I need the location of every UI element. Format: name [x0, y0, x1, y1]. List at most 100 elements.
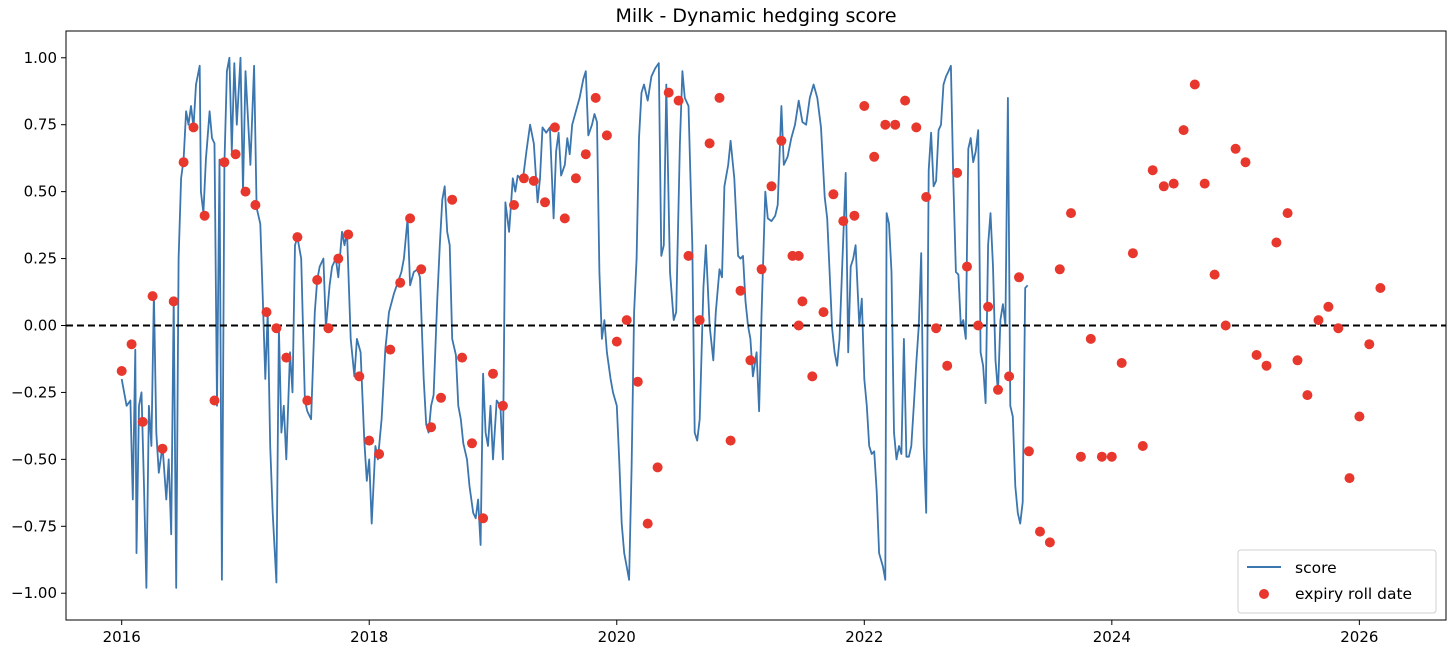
legend-box [1237, 549, 1437, 614]
expiry-roll-date-point [694, 315, 705, 326]
expiry-roll-date-point [828, 189, 839, 200]
expiry-roll-date-point [1178, 125, 1189, 136]
expiry-roll-date-point [663, 87, 674, 98]
expiry-roll-date-point [714, 92, 725, 103]
expiry-roll-date-point [683, 250, 694, 261]
expiry-roll-date-point [1302, 390, 1313, 401]
expiry-roll-date-point [1014, 272, 1024, 283]
y-tick-label: 0.50 [24, 183, 57, 201]
expiry-roll-date-point [1251, 350, 1262, 360]
expiry-roll-date-point [168, 296, 179, 307]
expiry-roll-date-point [157, 443, 168, 454]
expiry-roll-date-point [962, 261, 972, 272]
expiry-roll-date-point [250, 200, 261, 210]
expiry-roll-date-point [1096, 451, 1107, 462]
expiry-roll-date-point [952, 167, 963, 178]
expiry-roll-date-point [900, 95, 911, 106]
expiry-roll-date-point [807, 371, 818, 382]
x-tick-label: 2022 [845, 628, 883, 646]
y-tick-label: −0.25 [11, 383, 57, 401]
expiry-roll-date-point [1199, 178, 1210, 189]
x-tick-label: 2020 [598, 628, 636, 646]
expiry-roll-date-point [725, 435, 736, 446]
expiry-roll-date-point [1313, 315, 1324, 326]
expiry-roll-date-point [1066, 208, 1076, 219]
expiry-roll-date-point [364, 435, 375, 446]
expiry-roll-date-point [1158, 181, 1169, 192]
expiry-roll-date-point [1354, 411, 1365, 422]
expiry-roll-date-point [973, 320, 984, 331]
legend-label-expiry-roll-date: expiry roll date [1295, 585, 1412, 603]
expiry-roll-date-point [838, 216, 849, 227]
expiry-roll-date-point [1323, 301, 1334, 312]
y-tick-label: −0.50 [11, 450, 57, 468]
expiry-roll-date-point [271, 323, 282, 334]
expiry-roll-date-point [1054, 264, 1065, 275]
expiry-roll-date-point [1333, 323, 1344, 334]
expiry-roll-date-point [188, 122, 199, 133]
expiry-roll-date-point [467, 438, 477, 449]
expiry-roll-date-point [735, 285, 746, 296]
expiry-roll-date-point [921, 192, 932, 202]
expiry-roll-date-point [1075, 451, 1086, 462]
expiry-roll-date-point [559, 213, 570, 224]
expiry-roll-date-point [793, 320, 804, 331]
expiry-roll-date-point [416, 264, 427, 275]
y-axis: 1.00 0.75 0.50 0.25 0.00 −0.25 −0.50 −0.75 −1.00 [11, 49, 66, 602]
expiry-roll-date-point [488, 368, 498, 379]
expiry-roll-date-point [1292, 355, 1303, 366]
x-tick-label: 2026 [1340, 628, 1378, 646]
expiry-roll-date-point [745, 355, 756, 366]
expiry-roll-date-point [859, 101, 870, 111]
expiry-roll-date-point [1220, 320, 1231, 331]
expiry-roll-date-point [1023, 446, 1034, 457]
expiry-roll-date-point [1230, 143, 1241, 154]
x-axis: 2016 2018 2020 2022 2024 2026 [103, 620, 1378, 646]
expiry-roll-date-point [528, 175, 539, 186]
expiry-roll-date-point [1344, 473, 1355, 484]
expiry-roll-date-point [199, 210, 210, 221]
expiry-roll-date-point [312, 275, 323, 285]
expiry-roll-date-point [818, 307, 829, 318]
y-tick-label: −1.00 [11, 584, 57, 602]
expiry-roll-date-point [570, 173, 581, 184]
expiry-roll-date-point [219, 157, 230, 168]
expiry-roll-date-point [1375, 283, 1386, 293]
legend-label-score: score [1295, 559, 1337, 577]
expiry-roll-date-point [911, 122, 922, 133]
expiry-roll-date-point [1085, 333, 1096, 344]
expiry-roll-date-point [126, 339, 137, 350]
x-tick-label: 2024 [1093, 628, 1131, 646]
expiry-roll-date-point [1189, 79, 1200, 90]
expiry-roll-date-point [457, 352, 468, 363]
expiry-roll-date-point [137, 416, 148, 427]
expiry-roll-date-point [343, 229, 354, 240]
expiry-roll-date-point [797, 296, 808, 307]
expiry-roll-date-point [447, 194, 458, 205]
expiry-roll-date-point [1106, 451, 1117, 462]
expiry-roll-date-point [478, 513, 489, 524]
expiry-roll-date-point [890, 119, 901, 130]
plot-frame [65, 30, 1447, 621]
expiry-roll-date-point [621, 315, 632, 326]
y-tick-label: −0.75 [11, 517, 57, 535]
expiry-roll-date-point [849, 210, 860, 221]
expiry-roll-date-point [766, 181, 777, 192]
expiry-roll-date-point [673, 95, 684, 106]
y-tick-label: 0.00 [24, 317, 57, 335]
expiry-roll-date-point [983, 301, 994, 312]
expiry-roll-date-point [323, 323, 334, 334]
expiry-roll-date-point [776, 135, 787, 146]
expiry-roll-date-point [549, 122, 560, 133]
expiry-roll-date-point [1116, 358, 1127, 368]
expiry-roll-date-point [1282, 208, 1293, 219]
expiry-roll-date-point [931, 323, 942, 334]
expiry-roll-date-point [509, 200, 519, 210]
expiry-roll-date-point [518, 173, 529, 184]
expiry-roll-date-point [1147, 165, 1158, 176]
expiry-roll-date-point [1271, 237, 1282, 248]
expiry-roll-date-point [540, 197, 550, 208]
expiry-roll-date-point [240, 186, 251, 197]
